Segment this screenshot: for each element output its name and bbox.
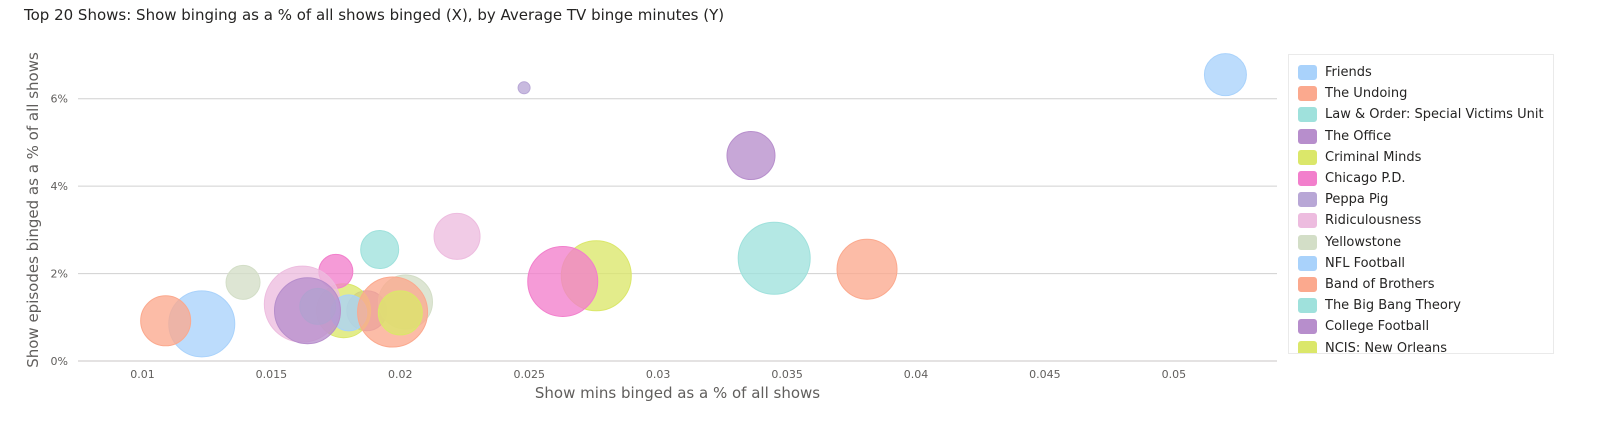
legend-item[interactable]: Band of Brothers [1289,274,1553,295]
y-axis-title: Show episodes binged as a % of all shows [24,52,42,368]
bubble-ridiculousness[interactable] [433,212,481,260]
x-axis-title: Show mins binged as a % of all shows [535,384,820,402]
bubble-college-football[interactable] [273,277,341,345]
legend-label: Ridiculousness [1325,213,1422,229]
legend-item[interactable]: Friends [1289,62,1553,83]
x-tick-label: 0.02 [388,368,413,381]
legend-swatch [1298,192,1317,208]
legend-item[interactable]: College Football [1289,316,1553,337]
x-tick-label: 0.05 [1162,368,1187,381]
x-tick-label: 0.045 [1029,368,1061,381]
y-tick-label: 4% [51,180,68,193]
legend-item[interactable]: Law & Order: Special Victims Unit [1289,104,1553,125]
legend-item[interactable]: Criminal Minds [1289,147,1553,168]
legend-item[interactable]: Chicago P.D. [1289,168,1553,189]
bubble-law-order-special-victims-unit[interactable] [360,230,400,270]
legend-list: Friends The Undoing Law & Order: Special V… [1289,55,1553,354]
legend-item[interactable]: Yellowstone [1289,232,1553,253]
gridlines [78,98,1277,362]
bubble-friends[interactable] [1203,53,1247,97]
y-tick-label: 6% [51,93,68,106]
legend-swatch [1298,65,1317,81]
legend-label: Criminal Minds [1325,149,1422,165]
legend-swatch [1298,107,1317,123]
legend-item[interactable]: The Undoing [1289,83,1553,104]
legend-swatch [1298,86,1317,102]
bubble-ncis-new-orleans[interactable] [377,290,423,336]
legend-label: NCIS: New Orleans [1325,340,1448,354]
legend[interactable]: Friends The Undoing Law & Order: Special V… [1288,54,1554,354]
legend-item[interactable]: NCIS: New Orleans [1289,337,1553,354]
y-axis-ticks: 0% 2% 4% 6% [51,93,68,368]
legend-label: The Office [1325,128,1392,144]
legend-label: Band of Brothers [1325,276,1435,292]
legend-swatch [1298,340,1317,353]
y-tick-label: 0% [51,355,68,368]
legend-label: The Undoing [1325,86,1408,102]
bubble-law-order-special-victims-unit[interactable] [737,221,811,295]
legend-label: Peppa Pig [1325,192,1389,208]
legend-label: College Football [1325,319,1430,335]
legend-label: Chicago P.D. [1325,171,1406,187]
legend-swatch [1298,255,1317,271]
legend-item[interactable]: NFL Football [1289,253,1553,274]
x-tick-label: 0.035 [771,368,803,381]
legend-item[interactable]: Peppa Pig [1289,189,1553,210]
bubble-the-undoing[interactable] [836,238,898,300]
bubble-yellowstone[interactable] [225,264,261,300]
y-tick-label: 2% [51,268,68,281]
x-tick-label: 0.025 [513,368,545,381]
legend-swatch [1298,128,1317,144]
legend-item[interactable]: The Office [1289,126,1553,147]
bubble-the-undoing[interactable] [140,295,192,347]
legend-item[interactable]: The Big Bang Theory [1289,295,1553,316]
legend-swatch [1298,213,1317,229]
legend-swatch [1298,171,1317,187]
bubble-the-office[interactable] [726,131,776,181]
legend-swatch [1298,276,1317,292]
legend-swatch [1298,149,1317,165]
chart-title: Top 20 Shows: Show binging as a % of all… [24,6,725,24]
x-tick-label: 0.03 [646,368,671,381]
x-axis-ticks: 0.01 0.015 0.02 0.025 0.03 0.035 0.04 0.045 0.05 [130,368,1186,381]
legend-label: Friends [1325,65,1372,81]
bubbles [140,53,1247,358]
legend-swatch [1298,319,1317,335]
legend-label: The Big Bang Theory [1325,298,1461,314]
x-tick-label: 0.04 [904,368,929,381]
legend-swatch [1298,298,1317,314]
legend-label: Law & Order: Special Victims Unit [1325,107,1544,123]
legend-item[interactable]: Ridiculousness [1289,210,1553,231]
legend-label: NFL Football [1325,255,1406,271]
x-tick-label: 0.015 [256,368,288,381]
bubble-chicago-p-d[interactable] [527,245,599,317]
legend-label: Yellowstone [1325,234,1402,250]
x-tick-label: 0.01 [130,368,155,381]
bubble-peppa-pig[interactable] [517,81,531,95]
legend-swatch [1298,234,1317,250]
